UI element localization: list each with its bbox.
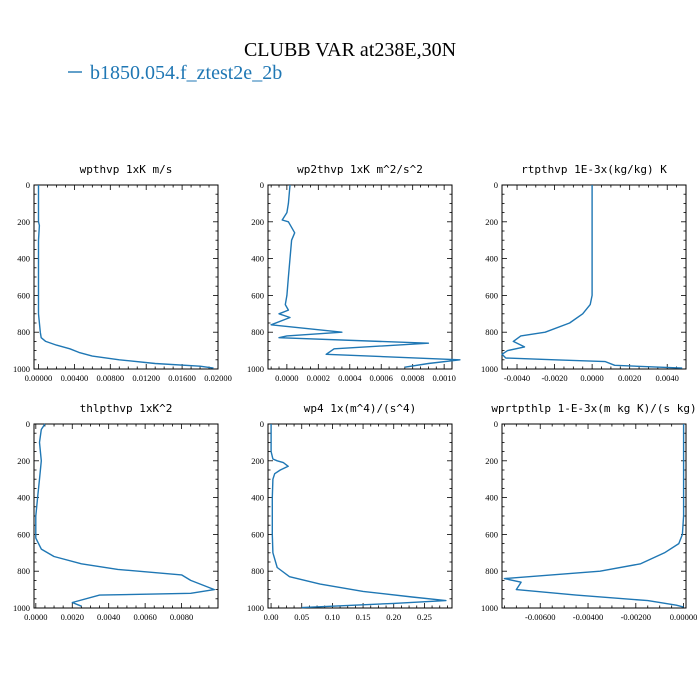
y-tick-label: 0 <box>260 180 264 190</box>
y-tick-label: 200 <box>17 456 30 466</box>
y-tick-label: 400 <box>485 254 498 264</box>
x-tick-label: -0.0020 <box>541 373 567 383</box>
y-tick-label: 0 <box>494 180 498 190</box>
panel-title: wp2thvp 1xK m^2/s^2 <box>297 163 423 176</box>
x-tick-label: -0.0040 <box>504 373 530 383</box>
x-tick-label: 0.00 <box>264 612 279 622</box>
x-tick-label: 0.0040 <box>656 373 679 383</box>
x-tick-label: 0.0040 <box>97 612 120 622</box>
y-tick-label: 200 <box>485 217 498 227</box>
legend-label: b1850.054.f_ztest2e_2b <box>90 62 282 84</box>
y-tick-label: 800 <box>17 327 30 337</box>
figure-title: CLUBB VAR at238E,30N <box>244 39 456 61</box>
series-line <box>35 423 216 607</box>
y-tick-label: 400 <box>251 254 264 264</box>
plot-frame <box>267 184 453 370</box>
x-tick-label: 0.0010 <box>432 373 455 383</box>
plot-frame <box>267 423 453 609</box>
x-tick-label: 0.0060 <box>133 612 156 622</box>
y-tick-label: 0 <box>260 419 264 429</box>
panel-title: rtpthvp 1E-3x(kg/kg) K <box>521 163 667 176</box>
series-line <box>37 185 214 369</box>
x-tick-label: 0.00000 <box>25 373 53 383</box>
x-tick-label: 0.0008 <box>401 373 424 383</box>
x-tick-label: 0.02000 <box>204 373 232 383</box>
y-tick-label: 600 <box>17 529 30 539</box>
series-line <box>501 185 683 369</box>
y-tick-label: 0 <box>26 419 30 429</box>
panel-title: thlpthvp 1xK^2 <box>80 402 173 415</box>
panel-title: wp4 1x(m^4)/(s^4) <box>304 402 417 415</box>
x-tick-label: 0.0000 <box>580 373 603 383</box>
y-tick-label: 800 <box>485 566 498 576</box>
plot-frame <box>501 423 687 609</box>
plot-frame <box>501 184 687 370</box>
panel-2: wp2thvp 1xK m^2/s^2 0 200 400 600 800 1000 0.00… <box>247 163 461 383</box>
x-tick-label: 0.01600 <box>168 373 196 383</box>
y-tick-label: 200 <box>17 217 30 227</box>
y-tick-label: 1000 <box>13 603 30 613</box>
x-tick-label: -0.00200 <box>621 612 651 622</box>
y-tick-label: 400 <box>17 493 30 503</box>
x-tick-label: 0.0020 <box>618 373 641 383</box>
y-tick-label: 1000 <box>247 364 264 374</box>
x-tick-label: 0.0020 <box>61 612 84 622</box>
panel-title: wprtpthlp 1-E-3x(m kg K)/(s kg) <box>491 402 696 415</box>
x-tick-label: 0.25 <box>417 612 432 622</box>
legend: b1850.054.f_ztest2e_2b <box>68 62 282 84</box>
x-tick-label: 0.05 <box>294 612 309 622</box>
plot-frame <box>33 184 219 370</box>
y-tick-label: 200 <box>251 217 264 227</box>
y-tick-label: 600 <box>251 290 264 300</box>
panel-3: rtpthvp 1E-3x(kg/kg) K02004006008001000-… <box>481 163 687 383</box>
y-tick-label: 600 <box>485 290 498 300</box>
x-tick-label: 0.00400 <box>61 373 89 383</box>
series-line <box>270 424 447 609</box>
x-tick-label: 0.00000 <box>670 612 698 622</box>
series-line <box>270 184 461 368</box>
y-tick-label: 400 <box>17 254 30 264</box>
x-tick-label: 0.0000 <box>275 373 298 383</box>
y-tick-label: 1000 <box>481 603 498 613</box>
y-tick-label: 0 <box>26 180 30 190</box>
x-tick-label: 0.0000 <box>24 612 47 622</box>
y-tick-label: 200 <box>485 456 498 466</box>
y-tick-label: 600 <box>17 290 30 300</box>
x-tick-label: 0.00800 <box>96 373 124 383</box>
x-tick-label: -0.00600 <box>525 612 555 622</box>
panel-title: wpthvp 1xK m/s <box>80 163 173 176</box>
y-tick-label: 400 <box>251 493 264 503</box>
y-tick-label: 200 <box>251 456 264 466</box>
x-tick-label: 0.15 <box>356 612 371 622</box>
x-tick-label: 0.0080 <box>170 612 193 622</box>
x-tick-label: 0.01200 <box>132 373 160 383</box>
y-tick-label: 1000 <box>247 603 264 613</box>
y-tick-label: 800 <box>485 327 498 337</box>
panel-6: wprtpthlp 1-E-3x(m kg K)/(s kg) 0 200 400 60… <box>481 402 697 622</box>
x-tick-label: 0.0002 <box>307 373 330 383</box>
x-tick-label: -0.00400 <box>573 612 603 622</box>
y-tick-label: 400 <box>485 493 498 503</box>
y-tick-label: 800 <box>251 327 264 337</box>
y-tick-label: 1000 <box>481 364 498 374</box>
x-tick-label: 0.0004 <box>338 373 362 383</box>
y-tick-label: 800 <box>17 566 30 576</box>
y-tick-label: 600 <box>485 529 498 539</box>
x-tick-label: 0.20 <box>386 612 401 622</box>
y-tick-label: 1000 <box>13 364 30 374</box>
y-tick-label: 600 <box>251 529 264 539</box>
series-line <box>503 424 685 608</box>
x-tick-label: 0.10 <box>325 612 340 622</box>
y-tick-label: 0 <box>494 419 498 429</box>
x-tick-label: 0.0006 <box>370 373 393 383</box>
y-tick-label: 800 <box>251 566 264 576</box>
